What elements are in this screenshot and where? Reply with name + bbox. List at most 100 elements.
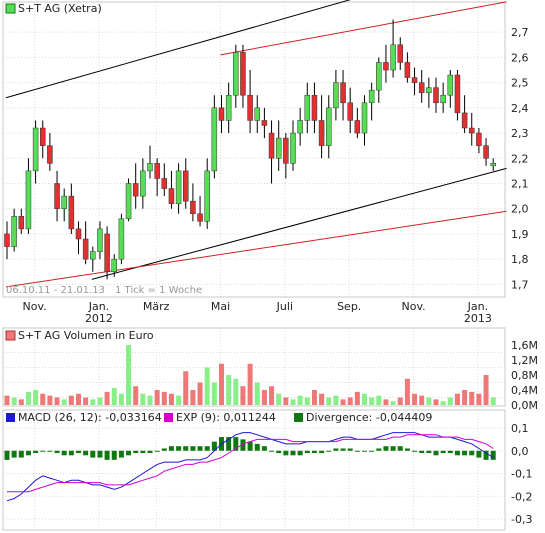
- macd-legend-swatch: [6, 413, 15, 422]
- price-x-tick-label: Nov.: [23, 300, 47, 313]
- divergence-bar: [333, 448, 339, 451]
- candle-body: [25, 170, 32, 230]
- price-y-ticks: 1,7 1,8 1,9 2,0 2,1 2,2 2,3 2,4 2,5 2,6 2,7: [511, 26, 529, 291]
- price-y-tick-label: 2,0: [511, 203, 529, 216]
- candle-body: [483, 145, 489, 159]
- price-x-tick-label: Jan.: [88, 300, 109, 313]
- price-legend: S+T AG (Xetra): [18, 2, 102, 15]
- volume-bar: [197, 382, 203, 405]
- volume-bar: [240, 386, 246, 405]
- candle-body: [190, 200, 196, 215]
- candle-body: [290, 132, 296, 164]
- price-y-tick-label: 2,3: [511, 127, 529, 140]
- volume-bar: [233, 378, 239, 405]
- divergence-bar: [290, 450, 296, 456]
- volume-bar: [440, 401, 446, 405]
- divergence-bar: [440, 450, 446, 454]
- candle-body: [233, 52, 239, 96]
- candle-body: [426, 87, 432, 93]
- volume-y-tick-label: 1,2M: [511, 354, 538, 367]
- divergence-bar: [426, 450, 432, 454]
- candle-body: [197, 213, 203, 222]
- macd-y-ticks: -0,3 -0,2 -0,1 0,0 0,1: [511, 422, 532, 526]
- volume-bar: [154, 390, 160, 405]
- divergence-bar: [11, 450, 17, 458]
- volume-bar: [183, 371, 189, 405]
- divergence-bar: [204, 446, 210, 451]
- volume-bar: [18, 399, 24, 405]
- divergence-bar: [68, 450, 74, 456]
- volume-bar: [126, 345, 132, 405]
- candle-body: [440, 94, 446, 104]
- price-panel: 1,7 1,8 1,9 2,0 2,1 2,2 2,3 2,4 2,5 2,6 2,7 Nov. Ja…: [2, 0, 529, 325]
- candle-body: [397, 44, 403, 63]
- volume-y-tick-label: 0,0M: [511, 399, 538, 412]
- volume-bar: [304, 397, 310, 405]
- volume-bar: [483, 375, 489, 405]
- candle-body: [297, 120, 303, 134]
- candle-body: [132, 183, 139, 197]
- candle-body: [254, 107, 260, 121]
- divergence-bar: [261, 446, 267, 451]
- candle-body: [18, 216, 25, 230]
- price-legend-swatch: [5, 3, 16, 14]
- divergence-bar: [447, 450, 453, 454]
- volume-bar: [276, 393, 282, 405]
- candle-body: [268, 132, 275, 159]
- divergence-bar: [297, 450, 303, 456]
- macd-y-tick-label: -0,2: [511, 490, 532, 503]
- divergence-bar: [161, 448, 167, 451]
- price-y-tick-label: 2,2: [511, 152, 529, 165]
- candle-body: [311, 94, 318, 121]
- price-y-tick-label: 1,7: [511, 278, 529, 291]
- candle-body: [411, 77, 418, 83]
- divergence-bar: [419, 450, 425, 454]
- volume-bar: [369, 397, 375, 405]
- divergence-bar: [147, 450, 153, 454]
- volume-bar: [54, 397, 60, 405]
- divergence-bar: [304, 450, 310, 454]
- candle-body: [75, 228, 82, 240]
- divergence-bar: [83, 450, 89, 456]
- volume-bar: [354, 391, 360, 405]
- divergence-bar: [269, 450, 275, 452]
- divergence-bar: [126, 450, 132, 456]
- volume-bar: [104, 391, 110, 405]
- divergence-bar: [97, 450, 103, 458]
- divergence-bar: [183, 446, 189, 451]
- divergence-bar: [25, 450, 31, 456]
- divergence-bar: [340, 448, 346, 451]
- divergence-bar: [4, 450, 10, 460]
- divergence-bar: [40, 450, 46, 452]
- price-x-tick-label: Jan.: [467, 300, 488, 313]
- volume-bar: [404, 378, 410, 405]
- candle-body: [283, 137, 289, 164]
- divergence-legend: Divergence: -0,044409: [306, 411, 432, 424]
- candle-body: [318, 120, 325, 146]
- divergence-bar: [54, 450, 60, 454]
- volume-y-tick-label: 1,6M: [511, 339, 538, 352]
- candle-body: [240, 52, 246, 96]
- candle-body: [97, 228, 103, 252]
- divergence-bar: [33, 450, 39, 454]
- candle-body: [118, 218, 125, 260]
- volume-bar: [204, 367, 210, 405]
- volume-bar: [454, 393, 460, 405]
- volume-bar: [419, 395, 425, 405]
- volume-legend: S+T AG Volumen in Euro: [18, 329, 154, 342]
- candle-body: [90, 251, 96, 260]
- divergence-legend-swatch: [294, 413, 303, 422]
- volume-bar: [433, 399, 439, 405]
- candle-body: [140, 170, 146, 197]
- candle-body: [82, 238, 89, 260]
- divergence-bar: [319, 450, 325, 454]
- candle-body: [433, 87, 439, 104]
- volume-bar: [254, 382, 260, 405]
- candle-body: [275, 137, 282, 159]
- candle-body: [469, 127, 475, 134]
- macd-line: [6, 432, 494, 502]
- divergence-bar: [61, 450, 67, 456]
- candle-body: [368, 89, 375, 104]
- volume-bar: [347, 397, 353, 405]
